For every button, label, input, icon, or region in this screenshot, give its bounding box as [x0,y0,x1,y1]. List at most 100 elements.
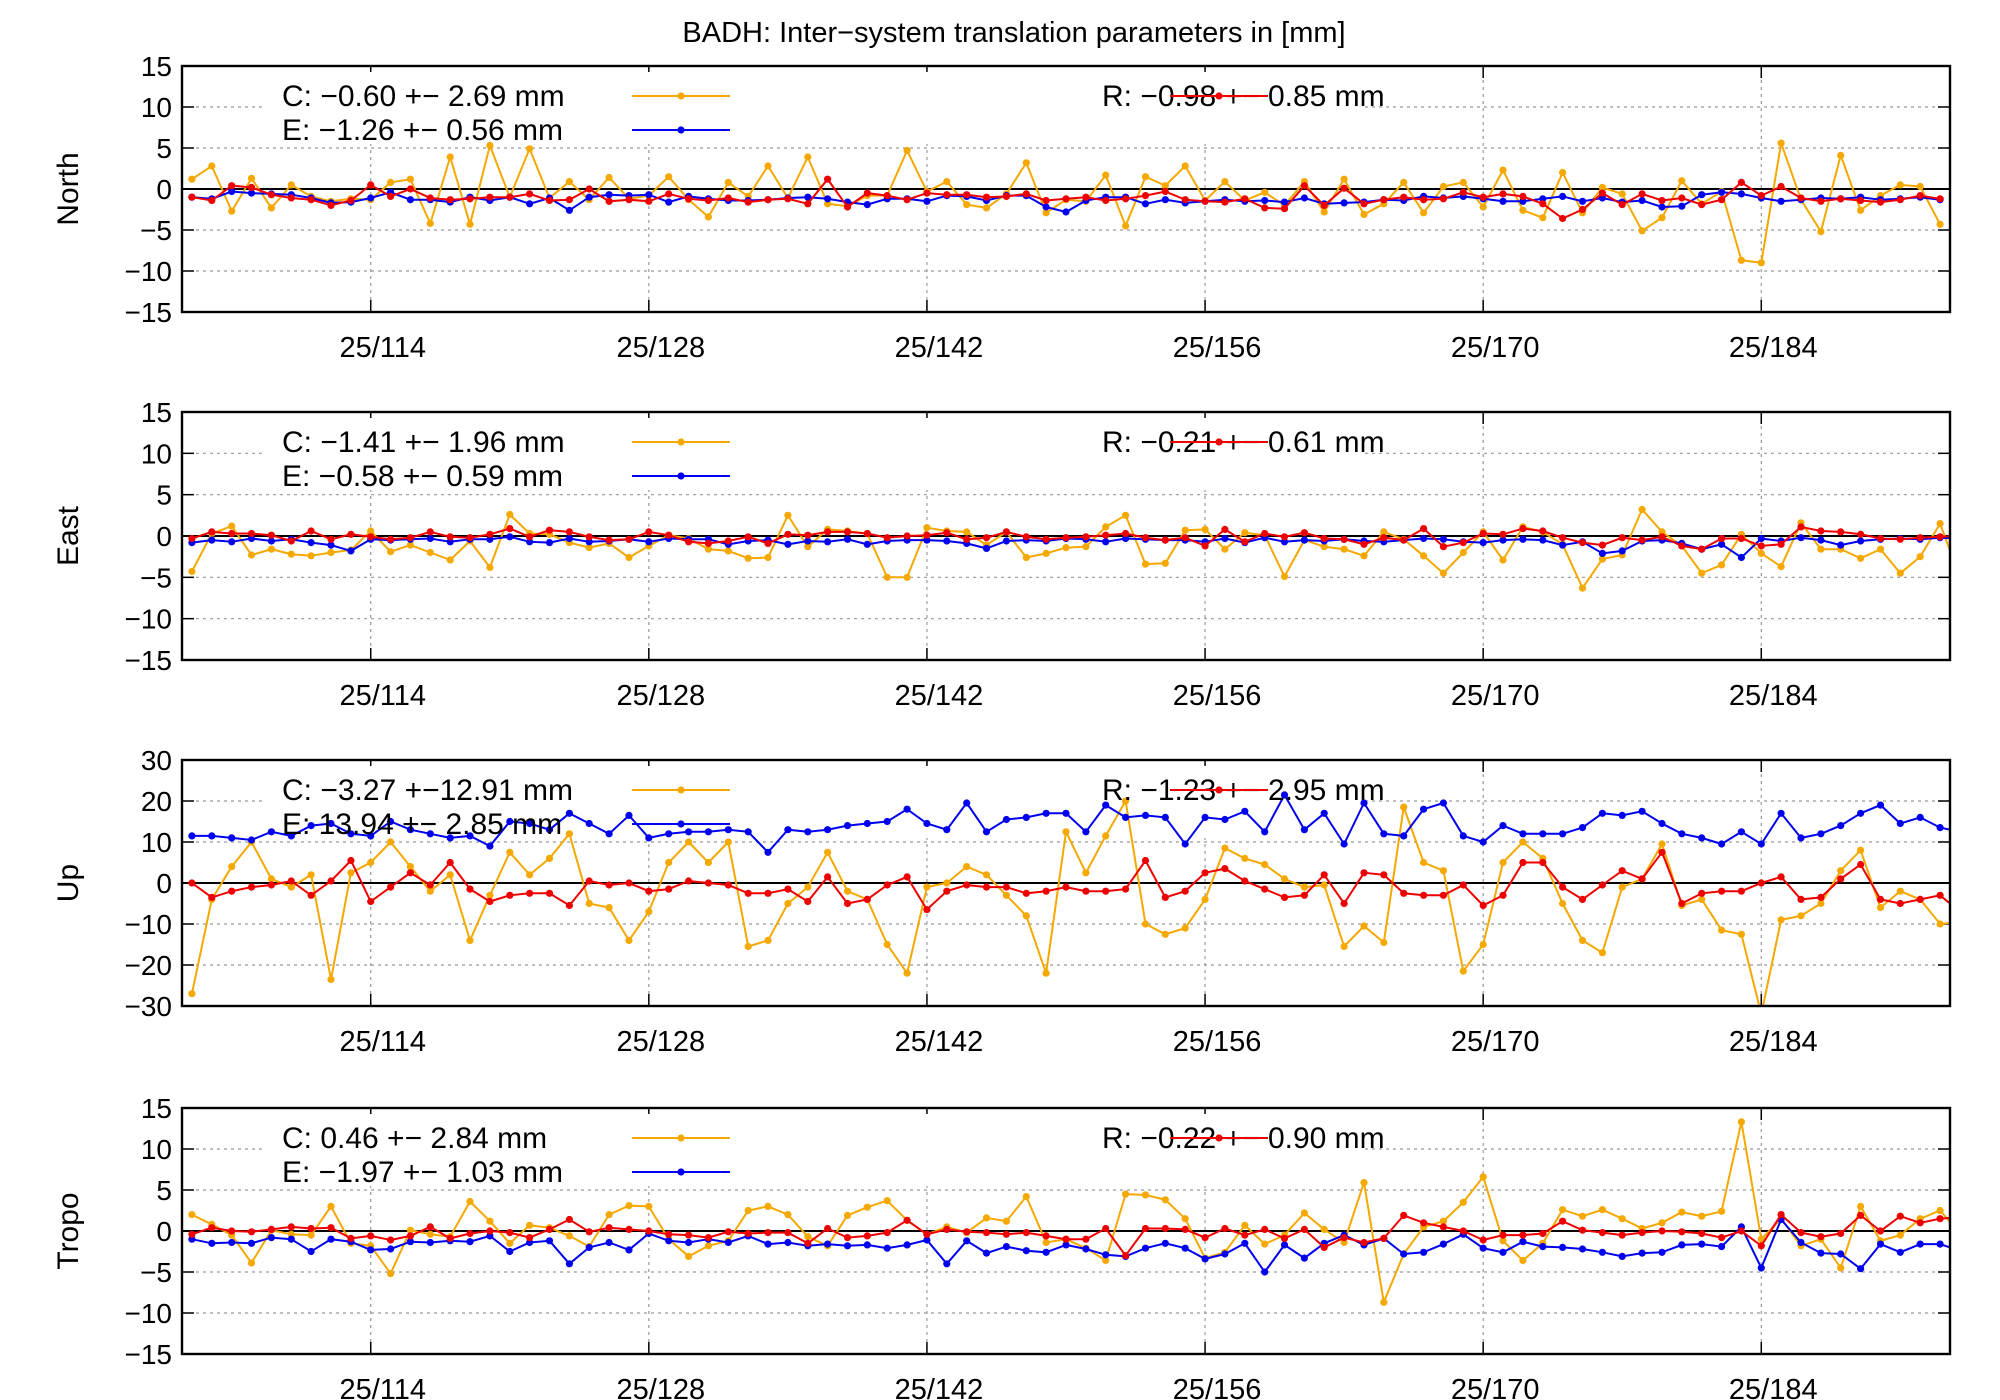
data-point-R [228,1227,236,1235]
data-point-E [605,191,613,199]
data-point-C [1340,175,1348,183]
data-point-C [1360,210,1368,218]
data-point-R [744,533,752,541]
data-point-R [1161,893,1169,902]
data-point-R [943,191,951,199]
data-point-R [188,879,196,887]
data-point-E [585,538,593,546]
data-point-C [704,858,713,867]
data-point-R [1241,538,1249,546]
data-point-C [982,204,991,212]
data-point-C [426,887,434,895]
data-point-E [1916,1240,1924,1248]
data-point-C [506,848,514,856]
data-point-C [406,863,414,871]
data-point-C [1757,549,1765,558]
data-point-R [367,1232,375,1240]
data-point-C [1102,171,1110,179]
data-point-R [466,195,474,203]
data-point-R [1241,877,1249,885]
data-point-C [645,1202,653,1210]
y-tick-label: −5 [140,562,172,593]
data-point-C [1459,548,1467,557]
data-point-E [744,828,752,836]
data-point-E [1757,1264,1765,1272]
data-point-R [1261,529,1269,538]
data-point-C [506,1239,514,1247]
data-point-R [387,192,395,200]
data-point-E [526,819,534,828]
data-point-R [565,528,574,536]
data-point-E [1896,1248,1904,1256]
data-point-R [824,1224,832,1233]
data-point-C [247,174,256,182]
data-point-E [446,834,454,842]
data-point-E [863,819,871,828]
data-point-E [1141,1244,1150,1252]
x-tick-label: 25/128 [616,1026,705,1058]
data-point-E [1122,813,1130,822]
x-tick-label: 25/184 [1729,1374,1818,1400]
data-point-R [1837,528,1845,536]
data-point-R [843,203,852,211]
data-point-E [1578,197,1587,205]
data-point-R [883,534,891,542]
data-point-C [1598,949,1606,957]
plot-frame [180,758,1952,1008]
data-point-E [665,198,673,206]
data-point-E [1201,813,1209,822]
data-point-E [1638,807,1646,815]
data-point-C [506,510,514,519]
data-point-E [565,809,574,817]
data-point-E [1797,1238,1805,1247]
legend-marker-R [1215,438,1223,446]
data-point-E [1598,1248,1606,1256]
data-point-E [1658,819,1666,828]
data-point-C [1499,166,1507,174]
data-point-E [1559,541,1567,549]
data-point-C [1876,545,1885,553]
data-point-E [824,538,832,546]
data-point-C [1320,881,1328,889]
data-point-C [1578,584,1587,592]
data-point-C [605,904,613,912]
data-point-E [387,817,395,826]
data-point-R [784,1229,792,1237]
data-point-C [267,875,275,883]
data-point-R [287,537,295,545]
data-point-E [247,836,256,844]
x-tick-label: 25/156 [1173,680,1262,712]
data-point-C [1181,1215,1189,1223]
data-point-R [923,906,931,914]
data-point-E [1618,811,1626,820]
panel-tropo: −15 −10 −5 0 5 10 15 25/114 25/128 25/142 25/156 25… [52,1093,1952,1400]
data-point-R [367,533,375,541]
data-point-E [526,200,534,208]
legend-marker-R [1215,786,1223,794]
data-point-C [1519,1256,1527,1265]
figure-title: BADH: Inter−system translation parameter… [682,17,1345,49]
data-point-R [1817,527,1825,535]
data-point-C [267,545,275,553]
data-point-C [1678,177,1686,185]
data-point-E [228,834,236,842]
data-point-C [486,563,494,572]
data-point-C [1857,206,1865,214]
data-point-C [724,547,732,555]
data-point-R [704,1234,713,1242]
data-point-E [724,1238,732,1247]
data-point-E [645,834,653,842]
data-point-R [1519,192,1527,200]
data-point-R [1737,887,1745,895]
data-point-R [1718,887,1726,895]
data-point-E [1280,538,1289,546]
data-point-R [506,193,514,201]
data-point-C [843,1211,852,1219]
data-point-C [1817,228,1825,236]
data-point-R [545,1225,554,1233]
data-point-R [1638,875,1646,883]
panel-east: −15 −10 −5 0 5 10 15 25/114 25/128 25/142 25/156 25… [52,397,1952,712]
data-point-R [327,535,335,543]
data-point-R [1082,193,1090,201]
data-point-R [982,883,991,891]
